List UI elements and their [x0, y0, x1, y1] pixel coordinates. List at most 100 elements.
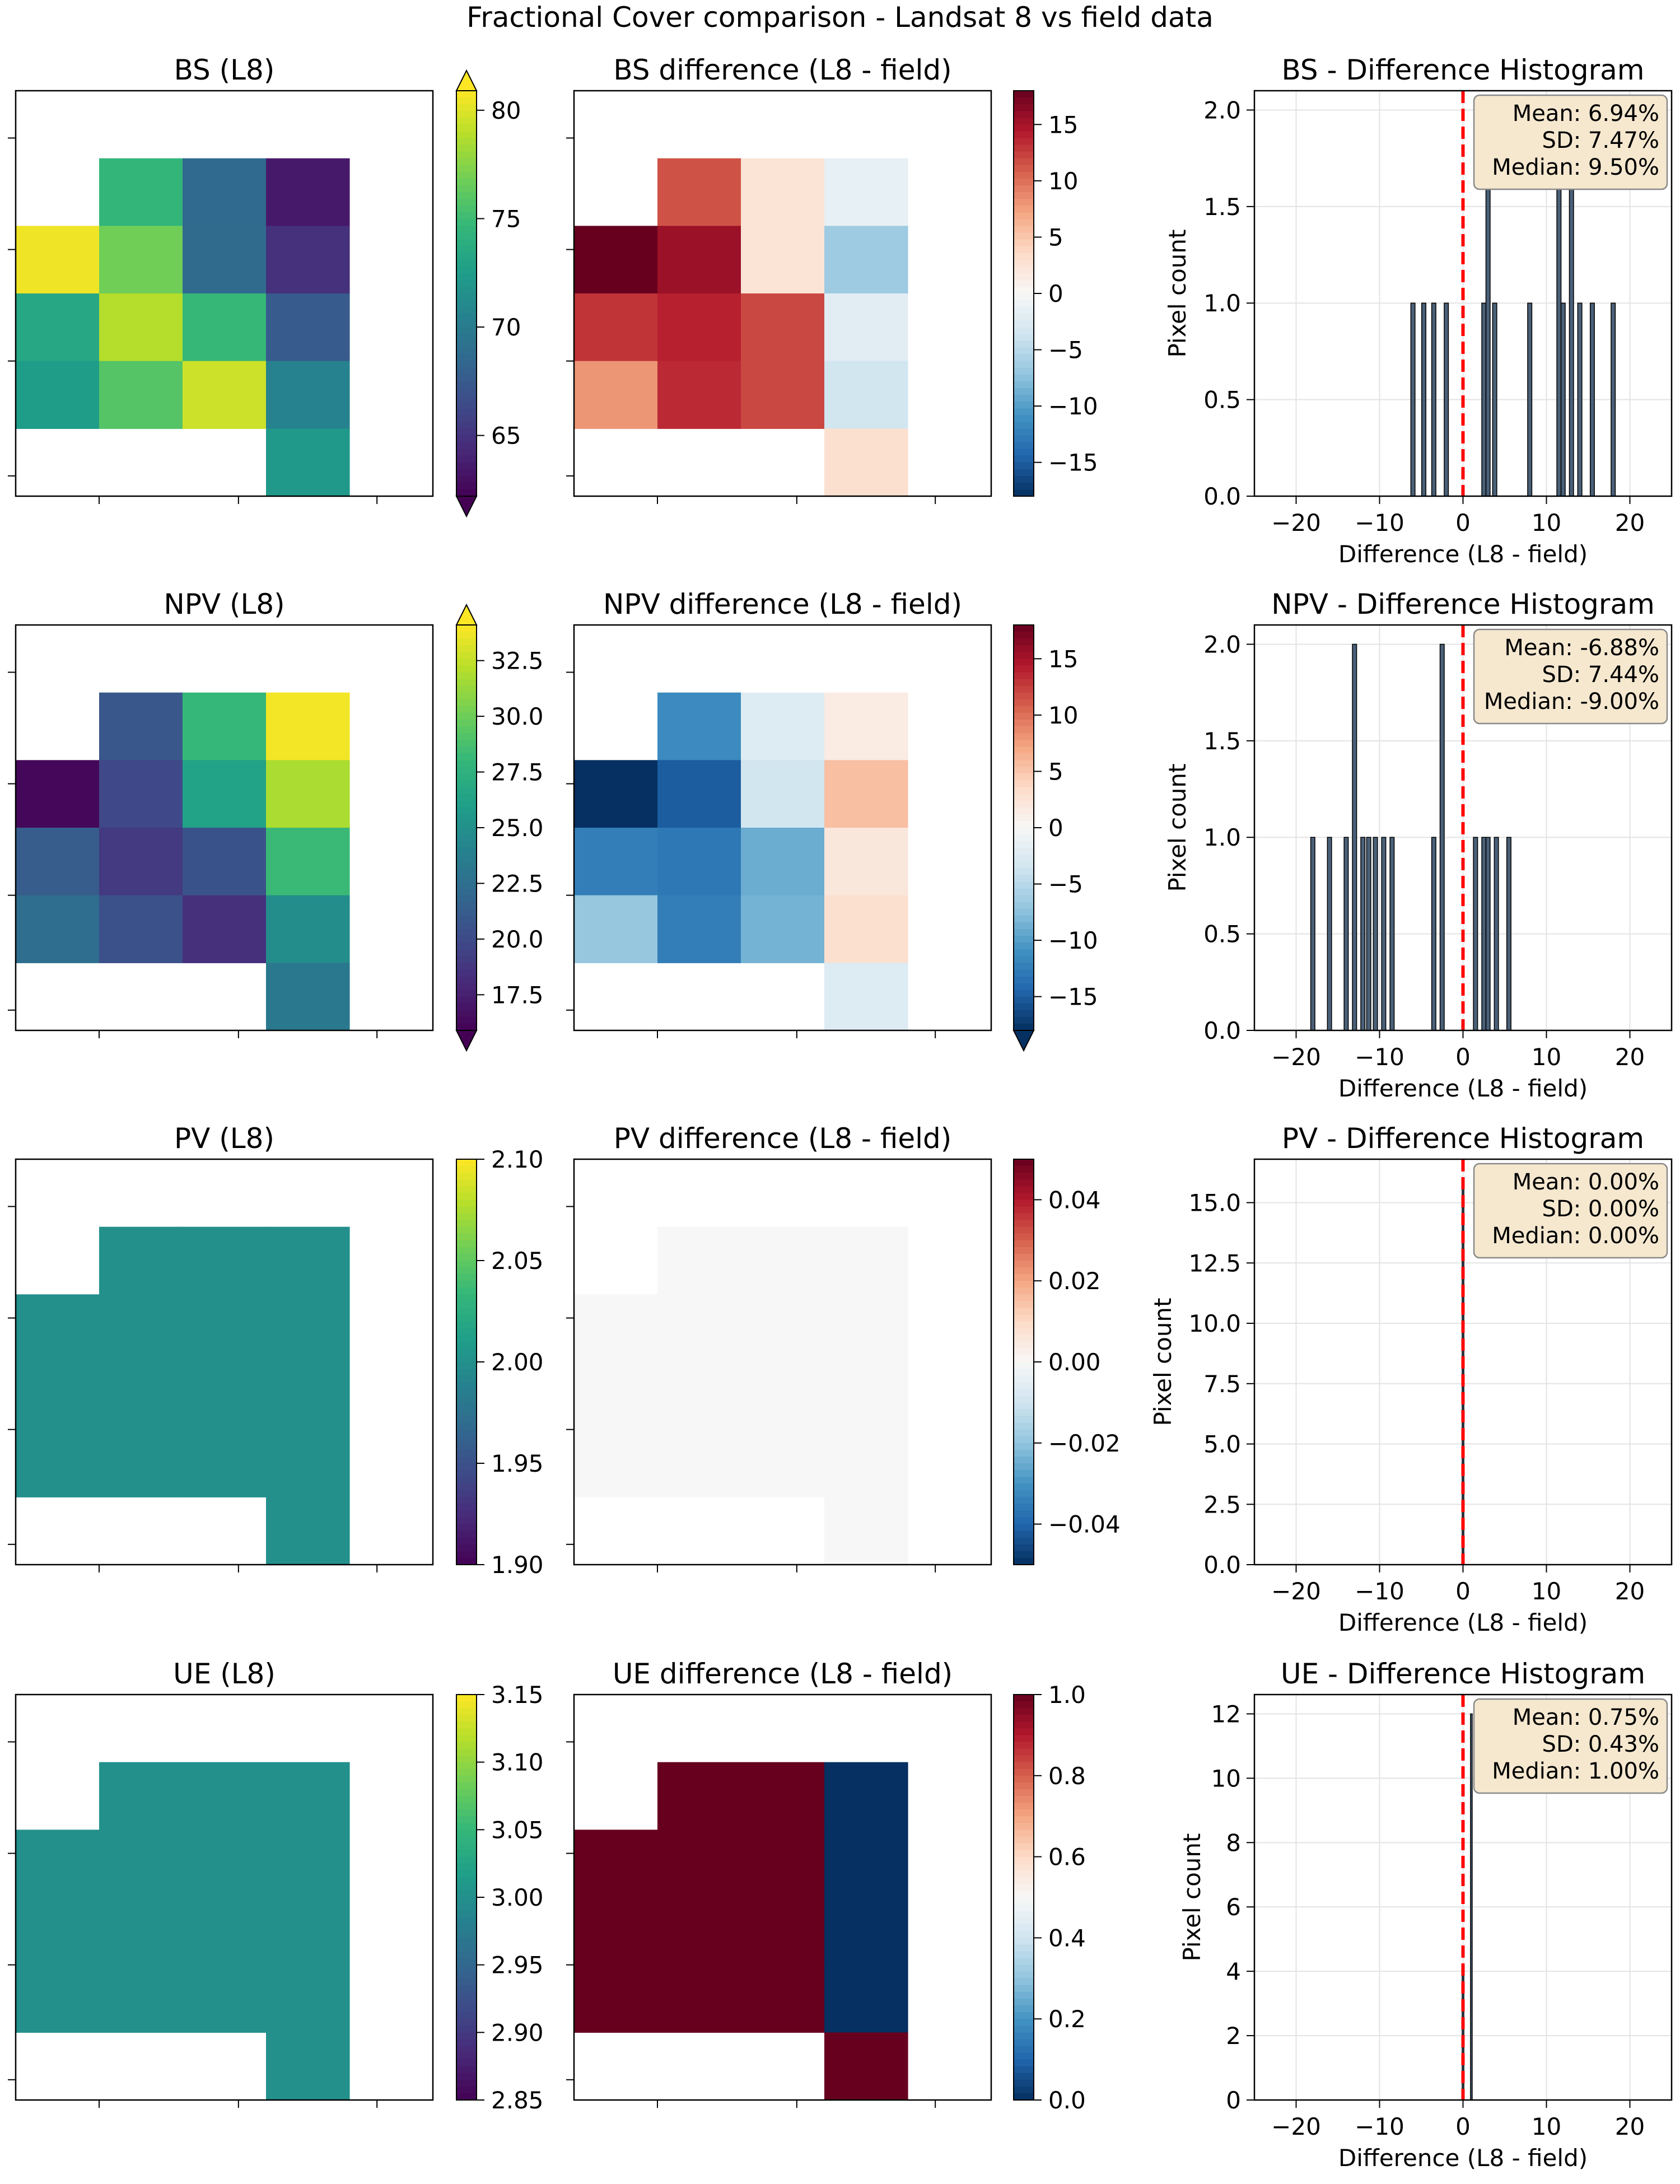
- colorbar-segment: [1014, 1287, 1034, 1295]
- colorbar-segment: [1014, 753, 1034, 760]
- colorbar-segment: [456, 1796, 477, 1803]
- x-axis-label: Difference (L8 - field): [1338, 1609, 1588, 1636]
- colorbar-segment: [456, 1314, 477, 1322]
- colorbar-segment: [1014, 1843, 1034, 1851]
- colorbar-segment: [1014, 1240, 1034, 1248]
- colorbar-segment: [456, 1742, 477, 1749]
- colorbar-segment: [1014, 1951, 1034, 1959]
- y-tick-label: 0.0: [1203, 1551, 1241, 1579]
- colorbar-segment: [456, 1362, 477, 1369]
- colorbar-segment: [456, 1708, 477, 1715]
- colorbar-tick-label: 3.15: [491, 1681, 544, 1709]
- colorbar-segment: [456, 259, 477, 267]
- colorbar-segment: [456, 1721, 477, 1729]
- colorbar-segment: [456, 1416, 477, 1424]
- colorbar-segment: [456, 171, 477, 179]
- colorbar-segment: [456, 2039, 477, 2047]
- colorbar-segment: [1014, 1701, 1034, 1709]
- colorbar-segment: [456, 807, 477, 815]
- colorbar-segment: [1014, 1490, 1034, 1497]
- colorbar-segment: [1014, 455, 1034, 463]
- heatmap-cell: [266, 1226, 350, 1295]
- colorbar-segment: [1014, 1186, 1034, 1193]
- colorbar-segment: [1014, 1402, 1034, 1410]
- colorbar-segment: [1014, 868, 1034, 876]
- colorbar-segment: [456, 1402, 477, 1410]
- colorbar-segment: [456, 2093, 477, 2101]
- histogram-bar: [1481, 837, 1487, 1031]
- colorbar-segment: [1014, 1314, 1034, 1322]
- colorbar-tick-label: −0.02: [1048, 1430, 1121, 1457]
- colorbar-segment: [456, 279, 477, 287]
- pv-l8-colorbar: 2.10 2.05 2.00 1.95 1.90: [456, 1146, 544, 1579]
- colorbar-extend-max: [455, 69, 478, 91]
- stats-box: [1473, 628, 1668, 725]
- colorbar-tick-label: −5: [1048, 337, 1083, 364]
- histogram-bar: [1577, 302, 1583, 497]
- histogram-bar: [1481, 302, 1487, 497]
- colorbar-segment: [456, 976, 477, 984]
- histogram-bar: [1366, 837, 1371, 1031]
- heatmap-cell: [824, 226, 908, 294]
- colorbar-segment: [1014, 1470, 1034, 1477]
- x-tick-label: 20: [1615, 1043, 1645, 1071]
- y-tick-label: 2: [1226, 2022, 1241, 2050]
- colorbar-tick-label: 20.0: [491, 926, 544, 953]
- x-tick-label: −20: [1271, 1578, 1321, 1605]
- colorbar-segment: [456, 1530, 477, 1538]
- colorbar-segment: [456, 706, 477, 713]
- colorbar-segment: [1014, 645, 1034, 652]
- colorbar-segment: [456, 97, 477, 105]
- pv-l8-title: PV (L8): [174, 1122, 274, 1155]
- heatmap-cell: [574, 1429, 658, 1497]
- stats-box: [1473, 94, 1668, 190]
- colorbar-segment: [456, 1429, 477, 1437]
- colorbar-segment: [456, 820, 477, 828]
- colorbar-segment: [1014, 1735, 1034, 1743]
- y-tick-label: 0.0: [1203, 1017, 1241, 1044]
- heatmap-cell: [741, 226, 825, 294]
- colorbar-segment: [1014, 314, 1034, 321]
- heatmap-cell: [574, 361, 658, 429]
- colorbar-tick-label: 10: [1048, 702, 1078, 729]
- histogram-bar: [1492, 302, 1497, 497]
- colorbar-tick-label: 2.00: [491, 1348, 544, 1376]
- heatmap-cell: [824, 760, 908, 828]
- x-tick-label: −10: [1355, 1578, 1404, 1605]
- y-tick-label: 1.5: [1203, 193, 1241, 221]
- colorbar-segment: [1014, 746, 1034, 754]
- npv-diff-colorbar: 15 10 5 0 −5 −10 −15: [1012, 624, 1098, 1052]
- heatmap-cell: [99, 1226, 183, 1295]
- npv-diff-panel: NPV difference (L8 - field): [566, 588, 992, 1038]
- colorbar-segment: [456, 2012, 477, 2019]
- colorbar-segment: [1014, 875, 1034, 883]
- colorbar-segment: [1014, 1850, 1034, 1858]
- bs-l8-panel: BS (L8): [8, 54, 434, 504]
- colorbar-segment: [1014, 1355, 1034, 1362]
- colorbar-segment: [456, 638, 477, 646]
- colorbar-segment: [456, 1944, 477, 1952]
- colorbar-segment: [456, 422, 477, 429]
- colorbar-segment: [456, 848, 477, 855]
- x-tick-label: 0: [1455, 1043, 1471, 1071]
- colorbar-segment: [456, 293, 477, 301]
- colorbar-segment: [1014, 956, 1034, 963]
- histogram-bar: [1611, 302, 1616, 497]
- colorbar-segment: [456, 232, 477, 240]
- colorbar-segment: [456, 482, 477, 490]
- colorbar-segment: [456, 1274, 477, 1281]
- colorbar-segment: [456, 2086, 477, 2094]
- heatmap-cell: [657, 1362, 741, 1430]
- colorbar-segment: [456, 1369, 477, 1376]
- heatmap-cell: [183, 158, 267, 226]
- heatmap-cell: [741, 1762, 825, 1830]
- colorbar-segment: [1014, 1856, 1034, 1864]
- colorbar-segment: [456, 1213, 477, 1221]
- colorbar-segment: [456, 1308, 477, 1315]
- colorbar-segment: [1014, 165, 1034, 172]
- colorbar-tick-label: 3.00: [491, 1884, 544, 1911]
- colorbar-segment: [456, 1863, 477, 1871]
- stats-line: Mean: 0.75%: [1513, 1705, 1659, 1730]
- colorbar-segment: [1014, 131, 1034, 139]
- colorbar-segment: [1014, 253, 1034, 260]
